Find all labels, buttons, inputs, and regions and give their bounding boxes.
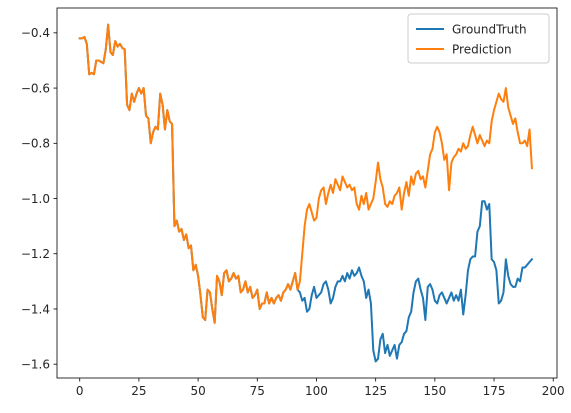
x-tick-label: 50 xyxy=(190,384,205,398)
legend-label-groundtruth: GroundTruth xyxy=(452,22,527,36)
series-line-prediction xyxy=(78,23,533,324)
legend-label-prediction: Prediction xyxy=(452,42,512,56)
x-tick-label: 125 xyxy=(364,384,387,398)
plot-area xyxy=(78,23,534,363)
y-tick-label: −0.6 xyxy=(21,81,50,95)
y-axis: −1.6 −1.4 −1.2 −1.0 −0.8 −0.6 −0.4 xyxy=(21,26,57,371)
x-tick-label: 150 xyxy=(423,384,446,398)
y-tick-label: −0.4 xyxy=(21,26,50,40)
x-tick-label: 75 xyxy=(250,384,265,398)
x-tick-label: 100 xyxy=(305,384,328,398)
legend-box xyxy=(407,13,550,64)
x-tick-label: 25 xyxy=(131,384,146,398)
x-tick-label: 175 xyxy=(483,384,506,398)
y-tick-label: −1.0 xyxy=(21,192,50,206)
plot-frame xyxy=(56,7,558,379)
x-tick-label: 200 xyxy=(542,384,565,398)
x-axis: 0 25 50 75 100 125 150 175 200 xyxy=(76,378,565,398)
y-tick-label: −1.2 xyxy=(21,247,50,261)
legend: GroundTruth Prediction xyxy=(407,13,550,64)
y-tick-label: −1.4 xyxy=(21,302,50,316)
y-tick-label: −1.6 xyxy=(21,357,50,371)
x-tick-label: 0 xyxy=(76,384,84,398)
y-tick-label: −0.8 xyxy=(21,137,50,151)
